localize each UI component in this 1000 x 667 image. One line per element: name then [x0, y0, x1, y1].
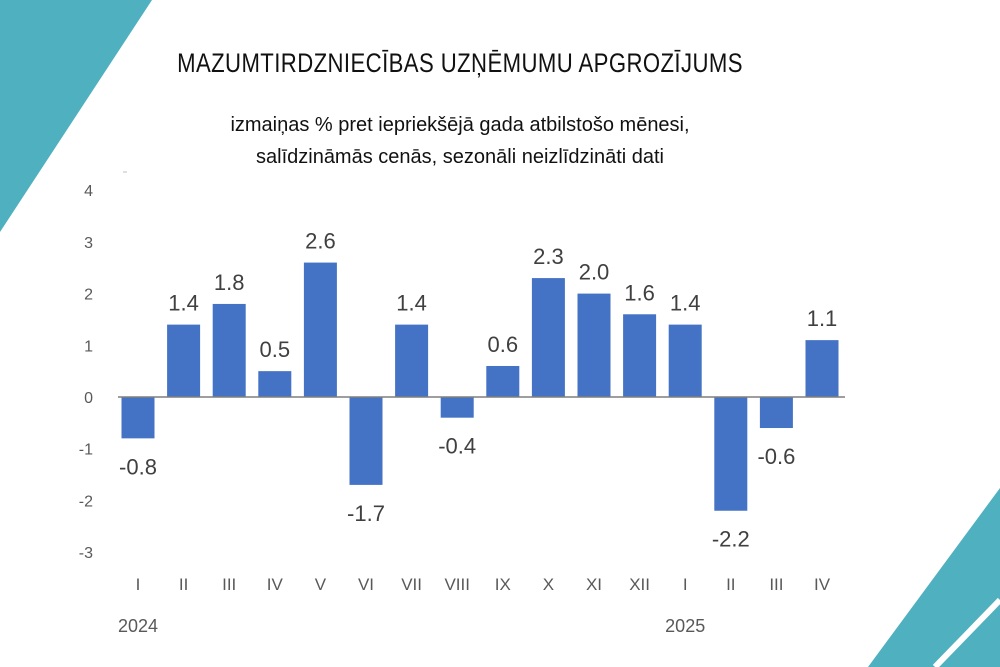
x-tick-label: VIII	[444, 575, 470, 594]
year-label: 2024	[118, 616, 158, 636]
x-tick-label: VI	[358, 575, 374, 594]
y-tick-label: -1	[79, 442, 93, 459]
y-tick-label: 0	[84, 390, 93, 407]
data-label: -0.6	[757, 444, 795, 469]
y-tick-label: 4	[84, 183, 93, 200]
bottom-right-stripe	[868, 488, 1000, 667]
bar	[349, 397, 383, 485]
x-tick-label: XII	[629, 575, 650, 594]
top-left-stripe	[0, 0, 152, 232]
data-label: -1.7	[347, 501, 385, 526]
x-tick-label: X	[543, 575, 554, 594]
bar	[258, 371, 292, 397]
data-label: 0.5	[260, 337, 291, 362]
data-label: 2.0	[579, 260, 610, 285]
chart-subtitle-line-2: salīdzināmās cenās, sezonāli neizlīdzinā…	[256, 146, 664, 168]
x-tick-label: I	[136, 575, 141, 594]
x-tick-label: I	[683, 575, 688, 594]
chart-subtitle-line-1: izmaiņas % pret iepriekšējā gada atbilst…	[230, 114, 690, 136]
y-tick-label: 3	[84, 235, 93, 252]
bar	[167, 324, 201, 397]
year-label: 2025	[665, 616, 705, 636]
bar	[121, 397, 155, 439]
x-tick-label: VII	[401, 575, 422, 594]
bar	[303, 262, 337, 397]
data-label: 1.6	[624, 280, 655, 305]
x-tick-label: IV	[814, 575, 831, 594]
y-tick-label: 2	[84, 287, 93, 304]
y-tick-label: 1	[84, 338, 93, 355]
x-tick-label: III	[769, 575, 783, 594]
bar	[577, 293, 611, 397]
x-tick-label: IX	[495, 575, 511, 594]
x-tick-label: II	[179, 575, 188, 594]
bar	[623, 314, 657, 397]
x-tick-label: IV	[267, 575, 284, 594]
chart-title: MAZUMTIRDZNIECĪBAS UZŅĒMUMU APGROZĪJUMS	[177, 48, 743, 78]
x-tick-label: II	[726, 575, 735, 594]
data-label: 1.4	[670, 291, 701, 316]
data-label: 2.3	[533, 244, 564, 269]
data-label: 1.4	[168, 291, 199, 316]
bar	[212, 303, 246, 397]
bar	[440, 397, 474, 418]
data-label: 1.1	[807, 306, 838, 331]
bar	[668, 324, 702, 397]
y-tick-label: -2	[79, 493, 93, 510]
bar	[395, 324, 429, 397]
bottom-right-white-line	[932, 597, 1000, 667]
data-label: -2.2	[712, 527, 750, 552]
bar	[486, 365, 520, 397]
y-tick-label: -3	[79, 545, 93, 562]
data-label: 0.6	[488, 332, 519, 357]
bar	[759, 397, 793, 429]
data-label: 1.4	[396, 291, 427, 316]
bar	[805, 340, 839, 397]
bar	[714, 397, 748, 511]
data-label: 2.6	[305, 229, 336, 254]
data-label: 1.8	[214, 270, 245, 295]
data-label: -0.8	[119, 454, 157, 479]
bar	[531, 278, 565, 397]
x-tick-label: III	[222, 575, 236, 594]
x-tick-label: XI	[586, 575, 602, 594]
data-label: -0.4	[438, 434, 476, 459]
x-tick-label: V	[315, 575, 327, 594]
